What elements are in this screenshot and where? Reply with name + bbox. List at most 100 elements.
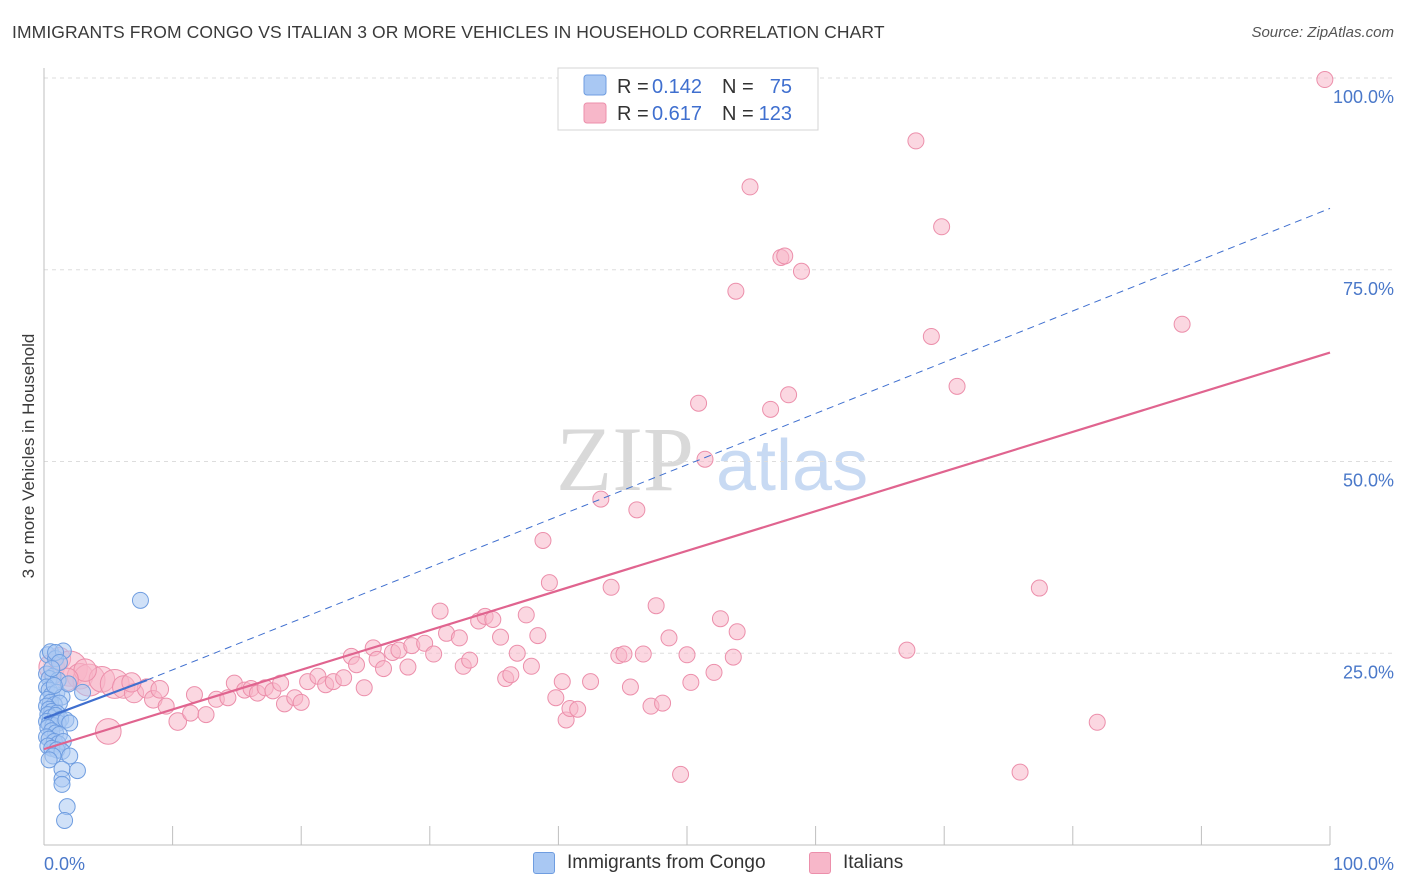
bottom-legend: Immigrants from Congo Italians bbox=[0, 852, 1406, 878]
bottom-legend-label-congo: Immigrants from Congo bbox=[567, 852, 766, 873]
italians-point-101 bbox=[1030, 579, 1048, 597]
italians-point-67 bbox=[582, 673, 600, 691]
italians-point-89 bbox=[741, 178, 759, 196]
congo-point-51 bbox=[58, 798, 76, 816]
source-credit: Source: ZipAtlas.com bbox=[1251, 24, 1394, 41]
italians-point-62 bbox=[547, 689, 565, 707]
y-tick-labels: 25.0% 50.0% 75.0% 100.0% bbox=[1333, 87, 1394, 682]
watermark-atlas: atlas bbox=[716, 426, 868, 506]
italians-point-90 bbox=[762, 400, 780, 418]
y-axis-label: 3 or more Vehicles in Household bbox=[19, 334, 38, 579]
italians-point-93 bbox=[780, 386, 798, 404]
italians-point-95 bbox=[898, 641, 916, 659]
legend-n-label-italians: N = bbox=[722, 103, 754, 125]
italians-point-97 bbox=[922, 327, 940, 345]
gridlines bbox=[44, 77, 1392, 654]
legend-swatch-congo bbox=[583, 74, 607, 96]
italians-point-35 bbox=[355, 679, 373, 697]
italians-point-32 bbox=[335, 669, 353, 687]
congo-trend-line bbox=[43, 679, 148, 720]
italians-point-83 bbox=[696, 450, 714, 468]
italians-point-105 bbox=[95, 718, 122, 745]
italians-point-49 bbox=[461, 651, 479, 669]
italians-point-74 bbox=[634, 645, 652, 663]
watermark: ZIP atlas bbox=[556, 408, 868, 510]
italians-point-84 bbox=[705, 663, 723, 681]
italians-trend-line bbox=[43, 351, 1331, 751]
chart-title: IMMIGRANTS FROM CONGO VS ITALIAN 3 OR MO… bbox=[12, 22, 885, 42]
italians-point-34 bbox=[347, 656, 365, 674]
congo-point-53 bbox=[131, 591, 149, 609]
italians-point-109 bbox=[150, 679, 170, 699]
italians-point-71 bbox=[615, 645, 633, 663]
bottom-legend-item-italians: Italians bbox=[809, 852, 903, 874]
italians-point-76 bbox=[647, 597, 665, 615]
italians-point-27 bbox=[292, 693, 310, 711]
congo-point-52 bbox=[56, 811, 74, 829]
y-tick-label-25: 25.0% bbox=[1343, 662, 1394, 682]
bottom-legend-swatch-congo bbox=[533, 852, 555, 874]
italians-point-15 bbox=[197, 706, 215, 724]
italians-point-63 bbox=[553, 673, 571, 691]
italians-point-61 bbox=[540, 574, 558, 592]
italians-point-66 bbox=[569, 700, 587, 718]
italians-point-99 bbox=[948, 377, 966, 395]
congo-point-46 bbox=[40, 751, 58, 769]
italians-point-85 bbox=[711, 610, 729, 628]
bottom-legend-swatch-italians bbox=[809, 852, 831, 874]
italians-point-58 bbox=[522, 657, 540, 675]
legend-r-value-congo: 0.142 bbox=[652, 76, 702, 98]
italians-point-87 bbox=[724, 648, 742, 666]
legend-n-value-congo: 75 bbox=[770, 76, 792, 98]
congo-point-50 bbox=[53, 775, 71, 793]
italians-point-92 bbox=[776, 247, 794, 265]
italians-point-103 bbox=[1173, 315, 1191, 333]
legend-n-value-italians: 123 bbox=[759, 103, 792, 125]
italians-point-100 bbox=[1011, 763, 1029, 781]
legend: R = 0.142 N = 75 R = 0.617 N = 123 bbox=[557, 67, 819, 131]
italians-point-86 bbox=[727, 282, 745, 300]
italians-point-60 bbox=[534, 532, 552, 550]
italians-point-73 bbox=[628, 501, 646, 519]
italians-point-56 bbox=[508, 644, 526, 662]
congo-point-45 bbox=[61, 747, 79, 765]
italians-point-77 bbox=[654, 694, 672, 712]
congo-point-30 bbox=[61, 714, 79, 732]
watermark-zip: ZIP bbox=[556, 408, 694, 510]
italians-point-41 bbox=[399, 658, 417, 676]
italians-point-102 bbox=[1088, 713, 1106, 731]
italians-point-104 bbox=[1316, 71, 1334, 89]
italians-point-79 bbox=[672, 765, 690, 783]
italians-point-78 bbox=[660, 629, 678, 647]
italians-point-82 bbox=[690, 394, 708, 412]
legend-r-label-congo: R = bbox=[617, 76, 649, 98]
legend-r-value-italians: 0.617 bbox=[652, 103, 702, 125]
italians-point-98 bbox=[933, 218, 951, 236]
italians-point-94 bbox=[792, 262, 810, 280]
bottom-legend-label-italians: Italians bbox=[843, 852, 904, 873]
italians-point-96 bbox=[907, 132, 925, 150]
bottom-legend-item-congo: Immigrants from Congo bbox=[533, 852, 766, 874]
legend-swatch-italians bbox=[583, 102, 607, 124]
italians-point-68 bbox=[592, 490, 610, 508]
italians-point-80 bbox=[678, 646, 696, 664]
italians-point-52 bbox=[484, 611, 502, 629]
italians-point-53 bbox=[492, 628, 510, 646]
legend-r-label-italians: R = bbox=[617, 103, 649, 125]
legend-n-label-congo: N = bbox=[722, 76, 754, 98]
y-tick-label-75: 75.0% bbox=[1343, 279, 1394, 299]
congo-point-58 bbox=[59, 675, 77, 693]
italians-point-38 bbox=[375, 660, 393, 678]
x-tick-label-min: 0.0% bbox=[44, 854, 85, 874]
italians-point-81 bbox=[682, 673, 700, 691]
italians-point-88 bbox=[728, 623, 746, 641]
congo-point-59 bbox=[45, 676, 63, 694]
italians-point-55 bbox=[502, 666, 520, 684]
congo-point-48 bbox=[68, 762, 86, 780]
x-tick-label-max: 100.0% bbox=[1333, 854, 1394, 874]
italians-point-72 bbox=[621, 678, 639, 696]
italians-point-57 bbox=[517, 606, 535, 624]
congo-trend-extension bbox=[146, 207, 1331, 681]
congo-point-54 bbox=[74, 683, 92, 701]
